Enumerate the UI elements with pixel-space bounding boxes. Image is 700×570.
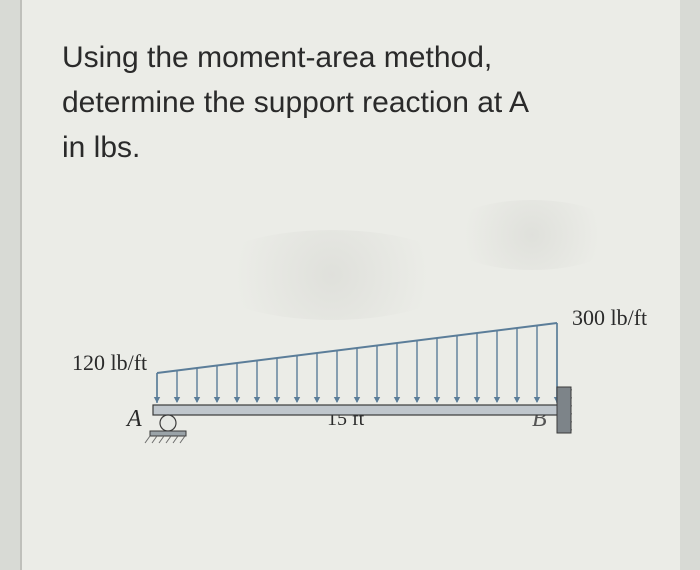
beam-svg bbox=[142, 250, 572, 460]
page: Using the moment-area method, determine … bbox=[20, 0, 680, 570]
support-a-label: A bbox=[127, 406, 142, 433]
problem-line-3: in lbs. bbox=[62, 125, 640, 170]
distributed-load bbox=[154, 323, 560, 403]
beam bbox=[153, 405, 561, 415]
left-load-label: 120 lb/ft bbox=[72, 350, 147, 376]
problem-line-1: Using the moment-area method, bbox=[62, 35, 640, 80]
beam-diagram: 120 lb/ft 300 lb/ft A B 15 ft bbox=[72, 250, 652, 470]
problem-statement: Using the moment-area method, determine … bbox=[62, 35, 640, 170]
problem-line-2: determine the support reaction at A bbox=[62, 80, 640, 125]
support-b-fixed bbox=[557, 387, 572, 435]
support-a-roller bbox=[145, 415, 186, 443]
right-load-label: 300 lb/ft bbox=[572, 305, 647, 331]
